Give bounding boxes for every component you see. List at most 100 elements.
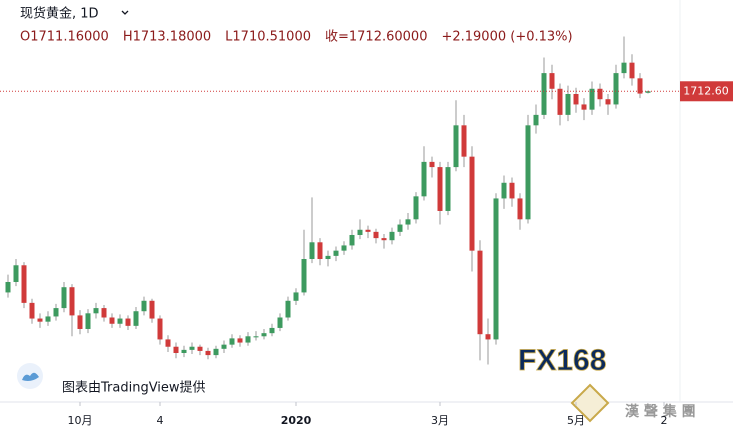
x-tick-label: 3月: [431, 414, 449, 427]
candle-body: [45, 316, 51, 322]
tradingview-icon: [22, 372, 39, 381]
candle-body: [469, 156, 475, 251]
candle-body: [117, 318, 123, 324]
candle-body: [85, 313, 91, 329]
candle-body: [341, 245, 347, 251]
candle-body: [373, 231, 379, 239]
candle-body: [445, 167, 451, 211]
candle-body: [29, 302, 35, 319]
candle-body: [437, 167, 443, 211]
candle-body: [349, 234, 355, 246]
candle-body: [269, 327, 275, 334]
last-price-label: 1712.60: [683, 84, 729, 97]
candle-body: [429, 161, 435, 168]
candle-body: [597, 88, 603, 100]
candle-body: [109, 317, 115, 324]
candle-body: [277, 317, 283, 328]
candle-body: [205, 350, 211, 356]
ohlc-value: O1711.16000: [20, 30, 109, 45]
candle-body: [565, 93, 571, 115]
candle-body: [453, 125, 459, 168]
candle-body: [573, 93, 579, 105]
candle-body: [549, 73, 555, 89]
ohlc-value: +2.19000 (+0.13%): [441, 30, 572, 45]
candle-body: [37, 318, 43, 322]
candle-body: [541, 73, 547, 115]
candle-body: [229, 338, 235, 345]
candle-body: [533, 114, 539, 126]
last-price-box: [680, 81, 733, 102]
x-tick-label: 4: [157, 414, 164, 427]
candle-body: [125, 318, 131, 326]
candle-body: [301, 259, 307, 293]
candle-body: [173, 346, 179, 354]
candle-body: [309, 242, 315, 260]
candle-body: [605, 99, 611, 105]
candle-body: [365, 229, 371, 232]
candle-body: [13, 265, 19, 282]
candle-body: [101, 308, 107, 318]
candle-body: [197, 346, 203, 351]
candle-body: [357, 229, 363, 235]
candle-body: [525, 125, 531, 220]
x-tick-label: 10月: [68, 414, 93, 427]
candle-body: [557, 88, 563, 115]
candle-body: [477, 250, 483, 335]
candle-body: [293, 292, 299, 301]
candle-body: [613, 73, 619, 105]
candle-body: [461, 125, 467, 157]
candle-body: [325, 255, 331, 260]
candle-body: [589, 88, 595, 110]
candle-body: [189, 346, 195, 350]
candle-body: [77, 315, 83, 329]
candle-body: [413, 196, 419, 220]
candle-body: [165, 339, 171, 347]
candle-body: [149, 300, 155, 319]
candle-body: [53, 308, 59, 317]
plot: 1712.60: [0, 36, 733, 365]
fx168-logo: FX168: [518, 344, 606, 377]
candle-body: [261, 333, 267, 337]
candle-body: [421, 161, 427, 197]
candle-body: [645, 91, 651, 93]
candle-body: [133, 311, 139, 326]
candle-body: [93, 308, 99, 314]
candle-body: [221, 344, 227, 349]
candle-body: [509, 182, 515, 199]
candle-body: [629, 62, 635, 79]
candle-body: [213, 348, 219, 356]
candle-body: [621, 62, 627, 74]
candle-body: [637, 78, 643, 94]
candle-body: [485, 334, 491, 340]
candle-body: [517, 198, 523, 220]
candle-body: [493, 198, 499, 340]
candle-body: [253, 336, 259, 338]
watermark-text: 漢 聲 集 團: [625, 403, 696, 420]
ohlc-value: 收=1712.60000: [325, 30, 427, 45]
candle-body: [181, 349, 187, 354]
candle-body: [581, 104, 587, 110]
ohlc-legend: O1711.16000 H1713.18000 L1710.51000 收=1712.…: [20, 30, 573, 45]
x-tick-label: 2020: [281, 414, 312, 427]
candle-body: [69, 287, 75, 316]
ohlc-value: H1713.18000: [123, 30, 211, 45]
candle-body: [381, 238, 387, 241]
candle-body: [501, 182, 507, 199]
candle-body: [333, 250, 339, 256]
candle-body: [245, 336, 251, 343]
candle-body: [157, 318, 163, 340]
candle-body: [61, 287, 67, 309]
credit-text[interactable]: 图表由TradingView提供: [62, 380, 206, 396]
candle-body: [397, 224, 403, 232]
symbol-title[interactable]: 现货黄金, 1D: [20, 6, 99, 22]
candle-body: [405, 219, 411, 225]
x-tick-label: 2: [661, 414, 668, 427]
candle-body: [389, 231, 395, 241]
candle-body: [237, 338, 243, 343]
candle-body: [5, 281, 11, 293]
dropdown-icon[interactable]: [121, 10, 129, 15]
candle-body: [21, 265, 27, 303]
candle-body: [141, 300, 147, 312]
